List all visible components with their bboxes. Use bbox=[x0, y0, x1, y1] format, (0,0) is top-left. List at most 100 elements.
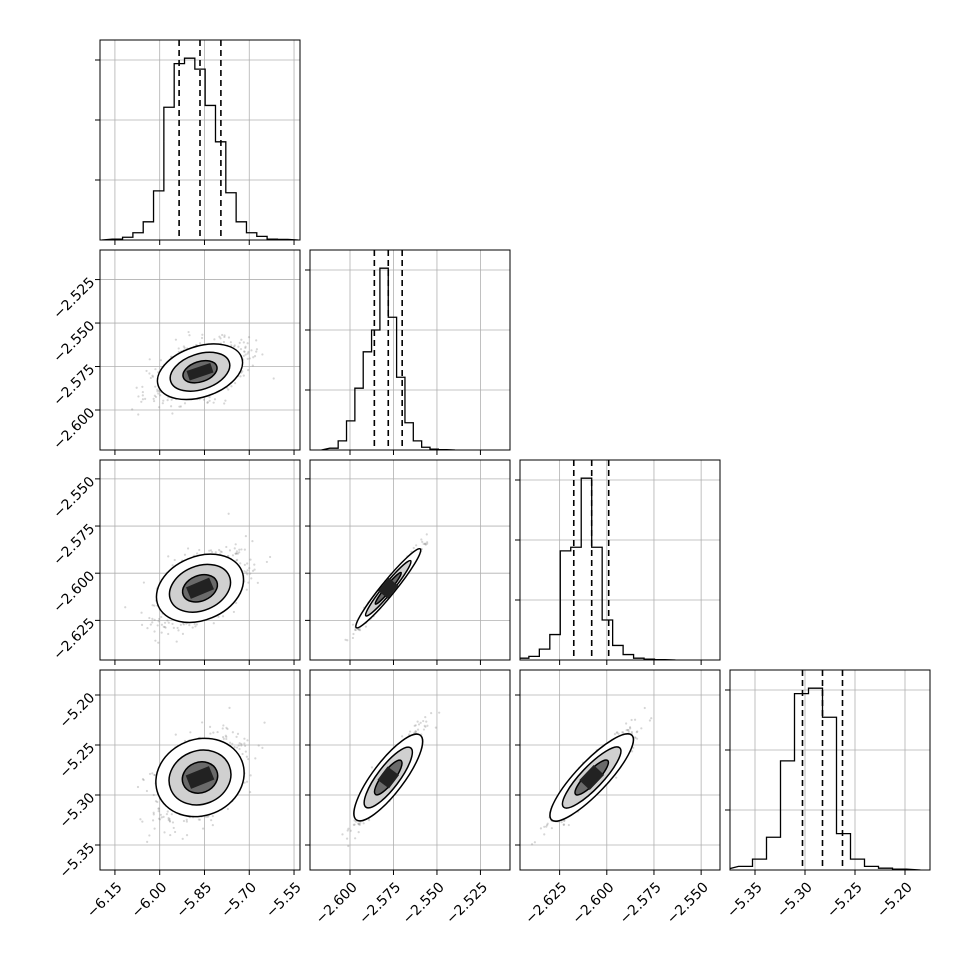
scatter-point bbox=[357, 628, 360, 631]
scatter-point bbox=[159, 394, 162, 397]
scatter-point bbox=[175, 640, 178, 643]
scatter-point bbox=[166, 619, 169, 622]
scatter-point bbox=[352, 823, 355, 827]
scatter-point bbox=[140, 611, 143, 614]
scatter-point bbox=[249, 558, 252, 561]
scatter-point bbox=[195, 623, 198, 626]
scatter-point bbox=[156, 390, 159, 393]
scatter-point bbox=[253, 563, 256, 566]
scatter-point bbox=[159, 359, 163, 362]
scatter-point bbox=[345, 837, 349, 840]
scatter-point bbox=[362, 822, 365, 825]
scatter-point bbox=[358, 629, 362, 632]
scatter-point bbox=[170, 398, 173, 401]
scatter-point bbox=[142, 778, 145, 782]
scatter-point bbox=[228, 741, 232, 744]
scatter-point bbox=[222, 735, 225, 739]
scatter-point bbox=[265, 560, 268, 564]
scatter-point bbox=[225, 726, 228, 729]
scatter-point bbox=[225, 545, 228, 549]
scatter-point bbox=[201, 333, 204, 336]
scatter-panel-2-1 bbox=[95, 249, 301, 455]
scatter-point bbox=[268, 555, 272, 559]
scatter-point bbox=[425, 720, 428, 723]
scatter-point bbox=[188, 334, 191, 337]
scatter-point bbox=[139, 818, 142, 821]
scatter-point bbox=[341, 833, 344, 836]
scatter-point bbox=[232, 345, 236, 348]
histogram-panel-2 bbox=[305, 249, 511, 455]
scatter-point bbox=[408, 733, 411, 736]
scatter-point bbox=[422, 719, 425, 723]
scatter-point bbox=[630, 718, 633, 722]
scatter-point bbox=[162, 815, 165, 818]
scatter-point bbox=[246, 352, 249, 355]
scatter-point bbox=[424, 543, 427, 546]
scatter-point bbox=[228, 706, 231, 709]
density-core bbox=[377, 766, 400, 789]
scatter-point bbox=[346, 639, 349, 642]
scatter-point bbox=[622, 731, 625, 734]
scatter-point bbox=[357, 822, 360, 825]
scatter-point bbox=[208, 399, 211, 402]
scatter-point bbox=[235, 601, 238, 605]
scatter-point bbox=[148, 834, 151, 837]
scatter-point bbox=[182, 623, 185, 626]
scatter-point bbox=[234, 543, 237, 546]
scatter-point bbox=[137, 395, 140, 398]
scatter-point bbox=[157, 392, 160, 395]
scatter-point bbox=[186, 547, 190, 550]
scatter-point bbox=[194, 625, 197, 628]
scatter-point bbox=[167, 818, 170, 822]
scatter-point bbox=[198, 548, 201, 552]
scatter-point bbox=[152, 811, 155, 814]
scatter-point bbox=[634, 736, 637, 739]
scatter-point bbox=[247, 757, 250, 761]
scatter-point bbox=[357, 628, 360, 631]
scatter-point bbox=[425, 533, 428, 536]
scatter-point bbox=[228, 549, 232, 552]
scatter-point bbox=[179, 623, 182, 626]
scatter-point bbox=[198, 818, 202, 821]
scatter-point bbox=[179, 405, 182, 408]
scatter-point bbox=[245, 755, 248, 758]
scatter-point bbox=[357, 831, 360, 834]
scatter-point bbox=[251, 364, 254, 367]
scatter-point bbox=[233, 547, 236, 550]
scatter-point bbox=[193, 622, 196, 626]
scatter-point bbox=[245, 780, 249, 783]
scatter-point bbox=[226, 727, 229, 731]
scatter-point bbox=[643, 706, 646, 710]
scatter-point bbox=[239, 375, 242, 378]
scatter-point bbox=[438, 711, 441, 714]
scatter-point bbox=[251, 540, 254, 543]
scatter-point bbox=[169, 833, 172, 837]
scatter-point bbox=[152, 397, 155, 400]
scatter-point bbox=[145, 789, 149, 793]
density-core bbox=[186, 363, 214, 381]
scatter-point bbox=[241, 370, 244, 373]
scatter-point bbox=[627, 729, 630, 732]
scatter-point bbox=[182, 345, 185, 348]
scatter-point bbox=[353, 819, 356, 822]
scatter-point bbox=[174, 338, 178, 341]
scatter-point bbox=[242, 341, 245, 344]
histogram-panel-3 bbox=[515, 459, 721, 665]
scatter-point bbox=[426, 542, 429, 545]
scatter-point bbox=[198, 342, 202, 345]
scatter-point bbox=[149, 376, 152, 380]
scatter-point bbox=[166, 810, 169, 813]
scatter-point bbox=[234, 382, 237, 385]
scatter-point bbox=[242, 354, 245, 358]
scatter-point bbox=[243, 350, 246, 353]
scatter-point bbox=[157, 807, 160, 810]
scatter-point bbox=[195, 552, 199, 555]
scatter-point bbox=[235, 559, 238, 562]
scatter-point bbox=[249, 572, 252, 575]
scatter-point bbox=[358, 628, 361, 631]
scatter-point bbox=[434, 726, 438, 729]
scatter-point bbox=[159, 813, 162, 816]
scatter-point bbox=[183, 553, 187, 556]
scatter-point bbox=[246, 562, 249, 565]
scatter-point bbox=[211, 824, 214, 827]
